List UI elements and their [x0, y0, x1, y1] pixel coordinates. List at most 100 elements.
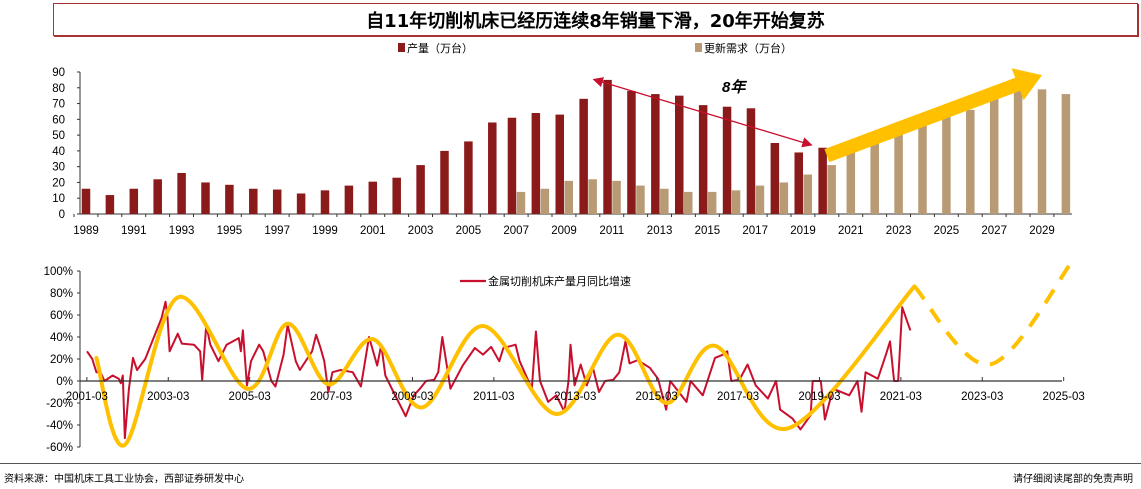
y-tick-label: 50 [52, 130, 65, 142]
x-tick-label: 2019 [790, 225, 816, 237]
x-tick-label: 2025 [934, 225, 960, 237]
y-tick-label: 0 [59, 209, 65, 221]
bar-production [344, 185, 354, 214]
bar-production [627, 90, 636, 214]
bar-demand [870, 138, 879, 214]
x-tick-label: 1995 [217, 225, 243, 237]
x-tick-label: 2001 [360, 225, 386, 237]
bar-production [392, 177, 401, 214]
y-tick-label: 70 [52, 99, 65, 111]
decline-annotation-label: 8年 [722, 78, 747, 96]
legend-label-demand: 更新需求（万台） [704, 41, 792, 55]
bar-demand [707, 191, 717, 214]
bar-production [651, 94, 660, 214]
y-tick-label: 90 [52, 67, 65, 79]
x-tick-label: 2027 [981, 225, 1007, 237]
y-tick-label: 80% [50, 288, 73, 300]
y-tick-label: -40% [46, 420, 73, 432]
bar-production [531, 113, 541, 214]
bar-production [249, 188, 258, 214]
production-bar-chart: 0 10 20 30 40 50 60 70 80 90 1989 1991 1993 1995 1997 1… [52, 67, 1072, 237]
x-tick-label: 2017 [742, 225, 768, 237]
y-tick-label: 40% [50, 332, 73, 344]
bar-production [722, 106, 732, 214]
x-tick-label: 2005-03 [229, 391, 271, 403]
y-tick-label: 0% [56, 376, 73, 388]
bar-demand [612, 180, 621, 214]
x-tick-label: 2013-03 [554, 391, 596, 403]
bar-demand [755, 185, 765, 214]
bar-demand [1013, 90, 1023, 214]
bar-production [579, 98, 588, 214]
y-tick-label: 60% [50, 310, 73, 322]
y-tick-label: 10 [52, 193, 65, 205]
bar-demand [779, 182, 789, 214]
bar-production [555, 114, 564, 214]
bar-demand [918, 117, 927, 214]
bar-demand [989, 98, 999, 214]
x-tick-label: 2019-03 [798, 391, 840, 403]
bar-demand [942, 116, 951, 214]
x-tick-label: 2017-03 [717, 391, 759, 403]
x-tick-label: 1993 [169, 225, 195, 237]
trend-curve [94, 284, 917, 448]
y-tick-label: -60% [46, 442, 73, 454]
y-tick-label: 20 [52, 177, 65, 189]
x-tick-label: 2015-03 [636, 391, 678, 403]
footer-divider [0, 463, 1141, 464]
bar-production [296, 193, 306, 214]
trend-projection-dashed [912, 258, 1075, 367]
x-tick-label: 2015 [695, 225, 721, 237]
bar-demand [588, 179, 597, 214]
y-tick-label: 30 [52, 162, 65, 174]
bar-production [105, 195, 115, 214]
bar-production [416, 165, 425, 214]
bar-demand [966, 109, 975, 214]
bar-demand [660, 188, 669, 214]
x-tick-label: 1991 [121, 225, 147, 237]
x-tick-label: 1997 [264, 225, 290, 237]
legend-swatch-production [398, 43, 405, 52]
bar-demand [827, 165, 836, 214]
bar-demand [540, 188, 550, 214]
chart-title: 自11年切削机床已经历连续8年销量下滑，20年开始复苏 [53, 3, 1138, 36]
bar-production [770, 143, 780, 214]
bar-demand [803, 174, 812, 214]
bar-production [794, 152, 803, 214]
bar-production [81, 188, 91, 214]
legend-label-growth: 金属切削机床产量月同比增速 [488, 274, 631, 288]
x-tick-label: 2013 [647, 225, 673, 237]
x-tick-label: 2025-03 [1043, 391, 1085, 403]
y-tick-label: 100% [44, 266, 73, 278]
recovery-arrow [824, 68, 1042, 163]
bar-demand [516, 191, 526, 214]
bar-production [177, 172, 186, 214]
y-tick-label: 40 [52, 146, 65, 158]
x-tick-label: 2021-03 [880, 391, 922, 403]
decline-arrow [592, 77, 813, 148]
bar-production [488, 122, 497, 214]
x-tick-label: 2023-03 [961, 391, 1003, 403]
bar-production [272, 189, 282, 214]
bar-production [368, 181, 378, 214]
bar-production [818, 147, 827, 214]
legend-label-production: 产量（万台） [407, 41, 473, 55]
x-tick-label: 2001-03 [66, 391, 108, 403]
x-tick-label: 2011 [599, 225, 624, 237]
x-tick-label: 2005 [456, 225, 482, 237]
y-tick-label: 80 [52, 83, 65, 95]
bar-production [698, 105, 708, 214]
y-tick-label: 60 [52, 114, 65, 126]
bottom-legend: 金属切削机床产量月同比增速 [460, 274, 631, 288]
bar-production [464, 141, 473, 214]
x-tick-label: 2007-03 [310, 391, 352, 403]
bar-demand [894, 127, 903, 214]
x-tick-label: 2003 [408, 225, 434, 237]
growth-line [86, 300, 912, 440]
bar-production [440, 150, 449, 214]
bar-demand [731, 190, 741, 214]
x-tick-label: 2003-03 [147, 391, 189, 403]
x-tick-label: 2021 [838, 225, 864, 237]
bar-production [129, 188, 139, 214]
